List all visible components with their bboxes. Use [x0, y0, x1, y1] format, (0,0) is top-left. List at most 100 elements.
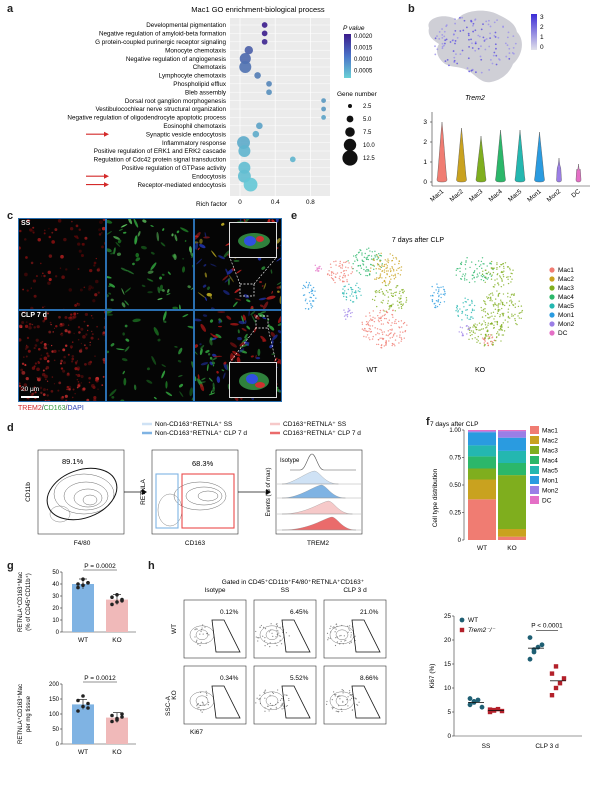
umap-cell — [438, 37, 441, 40]
signal — [80, 253, 84, 258]
event — [278, 632, 280, 634]
cell — [346, 280, 348, 283]
signal — [103, 241, 105, 245]
event — [348, 690, 351, 692]
cell — [477, 260, 480, 262]
signal — [156, 231, 160, 242]
cell — [483, 342, 485, 344]
cell — [512, 315, 515, 317]
signal — [125, 338, 130, 342]
cell — [308, 284, 310, 286]
signal — [124, 324, 128, 328]
legend-wt-swatch — [459, 617, 465, 623]
cell — [507, 326, 509, 329]
cell — [521, 309, 524, 312]
cell — [373, 259, 375, 261]
umap-cell — [470, 38, 472, 41]
signal — [33, 347, 36, 350]
cell — [396, 335, 398, 337]
cell — [501, 280, 503, 282]
cell — [363, 335, 365, 338]
signal — [26, 289, 29, 292]
umap-cell — [493, 34, 496, 37]
signal — [63, 237, 67, 242]
signal — [39, 357, 42, 361]
signal — [52, 331, 55, 333]
signal — [78, 331, 81, 334]
signal — [132, 318, 141, 323]
p-value: P = 0.0002 — [84, 563, 116, 570]
gate1-percent: 89.1% — [62, 457, 84, 466]
legend-label: Non-CD163⁺RETNLA⁺ CLP 7 d — [155, 430, 247, 437]
cell — [395, 291, 397, 293]
cell — [387, 261, 389, 264]
signal — [137, 231, 141, 237]
signal — [47, 270, 52, 275]
pvalue-tick: 0.0015 — [354, 46, 373, 52]
data-point — [487, 707, 493, 712]
event — [288, 635, 290, 637]
cell — [500, 340, 502, 342]
cell — [391, 266, 393, 268]
cell — [365, 266, 368, 268]
signal — [80, 327, 84, 331]
colorbar-tick: 0 — [540, 44, 544, 51]
violin-label: Mac3 — [468, 188, 485, 204]
signal — [101, 384, 104, 386]
data-point — [527, 656, 533, 662]
cell — [366, 274, 369, 277]
signal — [64, 394, 68, 398]
signal — [95, 257, 98, 260]
cell — [372, 310, 374, 312]
signal — [190, 285, 193, 290]
cell — [398, 326, 400, 328]
signal — [276, 360, 280, 364]
cell — [397, 267, 399, 270]
signal — [42, 369, 45, 372]
cell — [400, 303, 402, 306]
cell — [380, 316, 382, 318]
cell — [513, 294, 515, 296]
signal — [124, 300, 129, 306]
signal — [24, 364, 27, 367]
event — [342, 692, 344, 694]
cell — [487, 317, 489, 319]
signal — [64, 344, 68, 348]
cell — [355, 296, 358, 299]
event — [200, 691, 202, 694]
signal — [259, 304, 264, 308]
cell — [385, 317, 387, 320]
cell — [375, 267, 377, 270]
legend-label: Mac1 — [542, 428, 558, 435]
umap-wt-ko: 7 days after CLP WT KO Mac1Mac2Mac3Mac4M… — [302, 237, 575, 374]
f-y-tick: 0.25 — [449, 511, 461, 517]
signal — [87, 361, 92, 366]
umap-cell — [491, 62, 494, 65]
signal — [222, 275, 229, 281]
cell — [509, 300, 511, 302]
cell — [486, 278, 489, 280]
term-label: Synaptic vesicle endocytosis — [146, 131, 226, 138]
umap-cell — [441, 42, 444, 45]
x-tick-label: 0.8 — [306, 199, 315, 206]
term-label: Developmental pigmentation — [146, 22, 226, 29]
cell — [341, 267, 343, 269]
signal — [108, 283, 116, 288]
cell — [362, 263, 364, 265]
signal — [266, 295, 276, 300]
data-point — [491, 707, 497, 713]
signal — [165, 391, 173, 397]
event — [351, 709, 354, 711]
cell — [351, 288, 354, 291]
legend-label: Mac4 — [558, 294, 574, 301]
cell — [366, 270, 368, 272]
event — [356, 703, 358, 706]
cell — [384, 294, 386, 296]
cell — [510, 281, 512, 283]
umap-cell — [494, 36, 497, 38]
cell — [498, 333, 500, 335]
cell — [484, 308, 486, 310]
cell — [363, 268, 365, 271]
cell — [376, 262, 379, 265]
signal — [101, 245, 105, 249]
